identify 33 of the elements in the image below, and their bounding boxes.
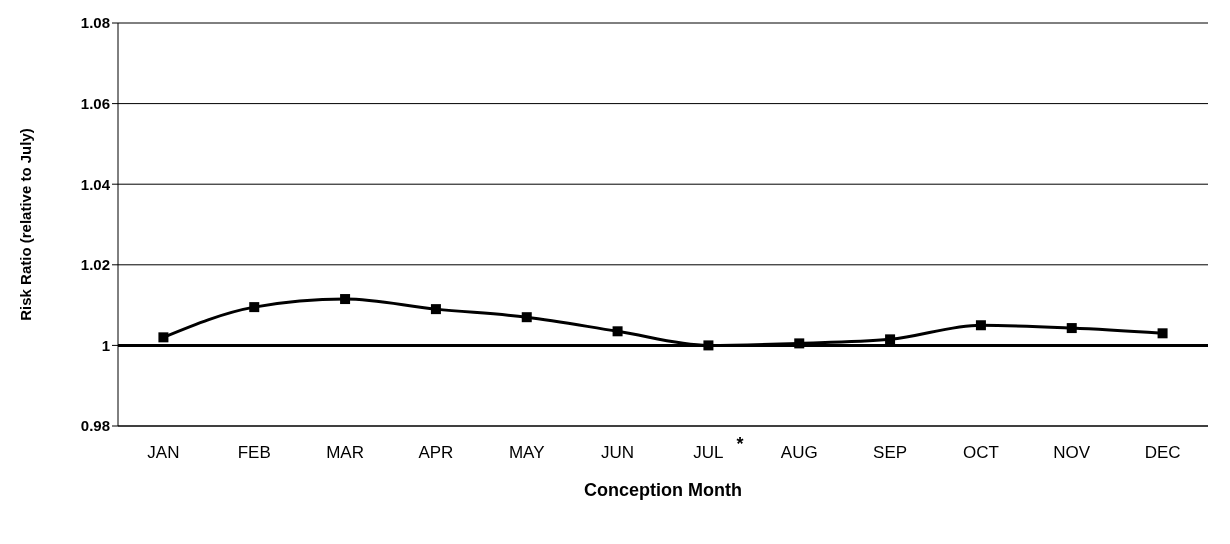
x-tick-label: SEP [873, 443, 908, 463]
x-tick-label: MAR [326, 443, 364, 463]
point [1066, 323, 1077, 334]
x-tick-label: AUG [780, 443, 818, 463]
x-tick-label: MAY [508, 443, 545, 463]
x-tick-label: JAN [147, 443, 180, 463]
x-tick-label: JUL [693, 443, 724, 463]
point [340, 294, 351, 305]
y-tick-label: 1.02 [80, 256, 110, 274]
x-tick-label: JUN [601, 443, 635, 463]
point [1157, 328, 1168, 339]
text: * [736, 434, 744, 455]
y-tick-label: 1.08 [80, 14, 110, 32]
y-tick-label: 1.04 [80, 175, 111, 193]
point [975, 320, 986, 331]
x-tick-label: FEB [237, 443, 271, 463]
point [521, 312, 532, 323]
y-tick-label: 0.98 [80, 417, 110, 435]
point [703, 340, 714, 351]
x-tick-label: OCT [962, 443, 999, 463]
x-tick-label: DEC [1144, 443, 1181, 463]
point [885, 334, 896, 345]
point [794, 338, 805, 349]
y-axis-title: Risk Ratio (relative to July) [17, 128, 35, 321]
point [249, 302, 260, 313]
x-tick-label: NOV [1053, 443, 1091, 463]
point [612, 326, 623, 337]
y-tick-label: 1.06 [80, 94, 110, 112]
point [158, 332, 169, 343]
point [430, 304, 441, 315]
x-axis-title: Conception Month [584, 480, 742, 500]
x-tick-label: APR [418, 443, 454, 463]
y-tick-label: 1 [101, 336, 110, 354]
